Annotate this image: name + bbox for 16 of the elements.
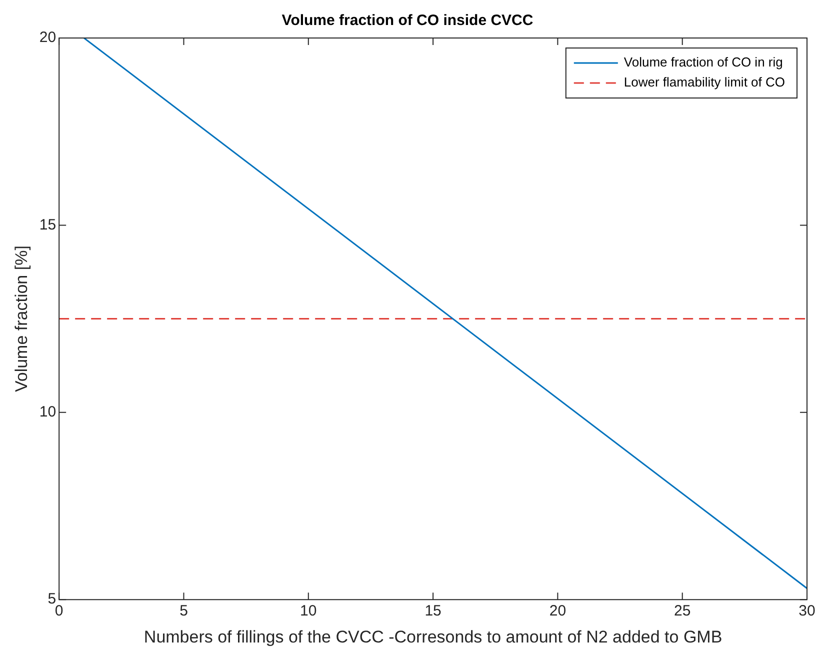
legend-label: Lower flamability limit of CO [624, 74, 786, 90]
x-tick-label: 10 [300, 602, 317, 620]
y-tick-label: 5 [48, 590, 56, 608]
chart-title: Volume fraction of CO inside CVCC [282, 12, 534, 30]
x-axis-title: Numbers of fillings of the CVCC -Corresonds to amount of N2 added to GMB [144, 627, 722, 646]
x-tick-label: 25 [674, 602, 691, 620]
x-tick-label: 30 [798, 602, 816, 620]
y-tick-label: 20 [39, 29, 56, 46]
x-tick-label: 15 [424, 602, 442, 620]
y-tick-label: 10 [39, 404, 56, 421]
legend-label: Volume fraction of CO in rig [624, 54, 783, 70]
y-axis-title: Volume fraction [%] [12, 246, 31, 392]
y-tick-label: 15 [39, 216, 56, 234]
x-tick-label: 0 [54, 602, 64, 620]
x-tick-label: 5 [180, 602, 188, 620]
x-tick-label: 20 [549, 602, 566, 620]
